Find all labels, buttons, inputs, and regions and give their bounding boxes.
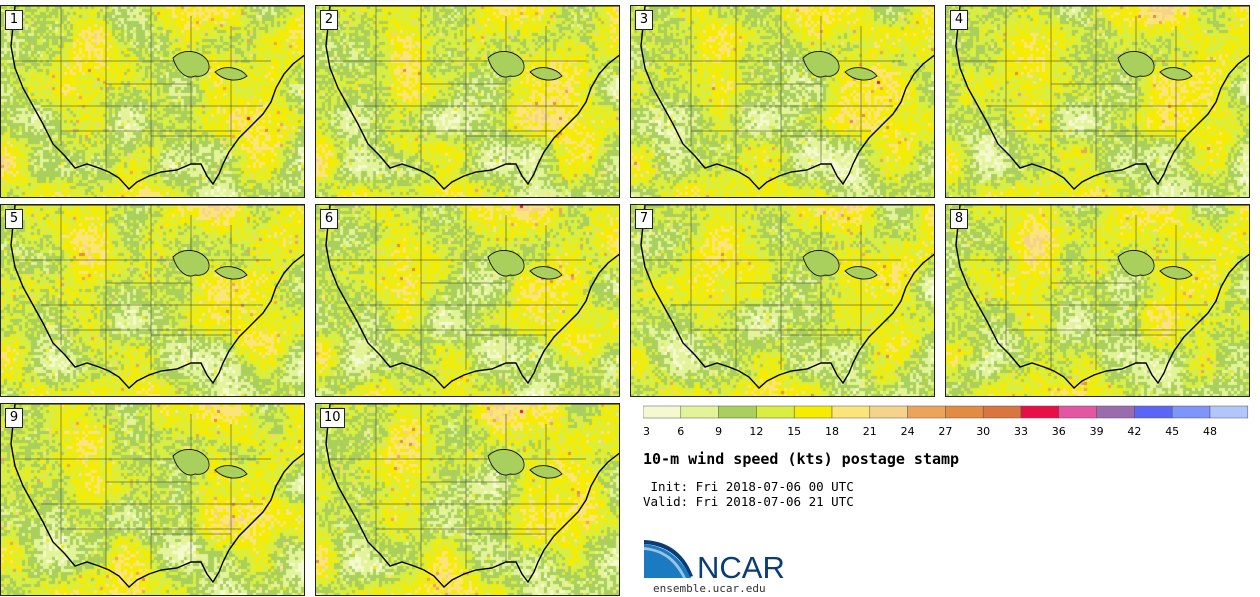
legend-tick-label: 24 [901, 425, 915, 438]
legend-swatch [869, 405, 908, 419]
legend-tick-label: 6 [677, 425, 684, 438]
coastline [640, 6, 934, 190]
great-lakes [802, 51, 878, 81]
great-lakes [1117, 250, 1193, 280]
legend-tick-label: 12 [749, 425, 763, 438]
member-panel-5: 5 [0, 204, 305, 397]
coastline [325, 6, 619, 190]
legend-swatch [1020, 405, 1060, 419]
map-overlay [10, 6, 304, 190]
member-number-label: 7 [635, 209, 653, 229]
color-legend: 3 6 9 12 15 18 21 24 27 30 33 36 39 42 45 48 [643, 405, 1249, 438]
legend-swatch [756, 405, 795, 419]
legend-tick-label: 48 [1203, 425, 1217, 438]
member-number-label: 1 [5, 10, 23, 30]
member-number-label: 4 [950, 10, 968, 30]
wind-speed-field [631, 6, 934, 197]
wind-speed-field [946, 6, 1249, 197]
member-panel-6: 6 [315, 204, 620, 397]
coastline [10, 6, 304, 190]
map-overlay [640, 205, 934, 389]
coastline [325, 205, 619, 389]
map-overlay [640, 6, 934, 190]
website-url: ensemble.ucar.edu [653, 582, 766, 595]
member-panel-4: 4 [945, 5, 1250, 198]
legend-tick-label: 45 [1165, 425, 1179, 438]
legend-tick-label: 30 [976, 425, 990, 438]
member-number-label: 2 [320, 10, 338, 30]
great-lakes [172, 449, 248, 479]
member-panel-1: 1 [0, 5, 305, 198]
member-panel-7: 7 [630, 204, 935, 397]
coastline [10, 404, 304, 588]
great-lakes [172, 250, 248, 280]
wind-speed-field [946, 205, 1249, 396]
init-time: Init: Fri 2018-07-06 00 UTC [643, 479, 854, 494]
coastline [10, 205, 304, 389]
wind-speed-field [1, 6, 304, 197]
great-lakes [487, 449, 563, 479]
coastline [325, 404, 619, 588]
member-panel-10: 10 [315, 403, 620, 596]
valid-time: Valid: Fri 2018-07-06 21 UTC [643, 494, 854, 509]
legend-tick-label: 27 [938, 425, 952, 438]
great-lakes [487, 51, 563, 81]
legend-swatch [1134, 405, 1173, 419]
member-panel-3: 3 [630, 5, 935, 198]
wind-speed-field [631, 205, 934, 396]
plot-title: 10-m wind speed (kts) postage stamp [643, 450, 960, 468]
map-overlay [325, 6, 619, 190]
wind-speed-field [316, 6, 619, 197]
member-panel-9: 9 [0, 403, 305, 596]
map-overlay [325, 205, 619, 389]
member-number-label: 9 [5, 408, 23, 428]
legend-swatch [1209, 405, 1249, 419]
legend-swatch [907, 405, 946, 419]
legend-tick-label: 36 [1052, 425, 1066, 438]
great-lakes [487, 250, 563, 280]
wind-speed-field [316, 205, 619, 396]
map-overlay [955, 6, 1249, 190]
ncar-logo: NCAR [644, 540, 785, 582]
legend-tick-label: 39 [1090, 425, 1104, 438]
legend-tick-label: 42 [1127, 425, 1141, 438]
member-panel-2: 2 [315, 5, 620, 198]
legend-swatch [680, 405, 719, 419]
great-lakes [802, 250, 878, 280]
legend-tick-label: 33 [1014, 425, 1028, 438]
legend-swatch [793, 405, 833, 419]
member-number-label: 6 [320, 209, 338, 229]
legend-tick-label: 18 [825, 425, 839, 438]
legend-tick-label: 15 [787, 425, 801, 438]
member-number-label: 8 [950, 209, 968, 229]
legend-swatch [945, 405, 984, 419]
ncar-logo-text: NCAR [697, 550, 785, 582]
legend-swatch [643, 405, 682, 419]
legend-swatch [718, 405, 757, 419]
legend-tick-label: 21 [863, 425, 877, 438]
member-number-label: 10 [320, 408, 345, 428]
coastline [955, 205, 1249, 389]
map-overlay [10, 404, 304, 588]
legend-swatch [982, 405, 1022, 419]
wind-speed-field [316, 404, 619, 595]
wind-speed-field [1, 205, 304, 396]
member-panel-8: 8 [945, 204, 1250, 397]
member-number-label: 3 [635, 10, 653, 30]
map-overlay [955, 205, 1249, 389]
legend-tick-label: 3 [643, 425, 650, 438]
legend-swatch [1058, 405, 1097, 419]
wind-speed-field [1, 404, 304, 595]
legend-swatch [1096, 405, 1135, 419]
great-lakes [172, 51, 248, 81]
legend-swatch [831, 405, 871, 419]
member-number-label: 5 [5, 209, 23, 229]
map-overlay [325, 404, 619, 588]
coastline [640, 205, 934, 389]
legend-swatch [1171, 405, 1211, 419]
legend-tick-label: 9 [715, 425, 722, 438]
map-overlay [10, 205, 304, 389]
great-lakes [1117, 51, 1193, 81]
coastline [955, 6, 1249, 190]
